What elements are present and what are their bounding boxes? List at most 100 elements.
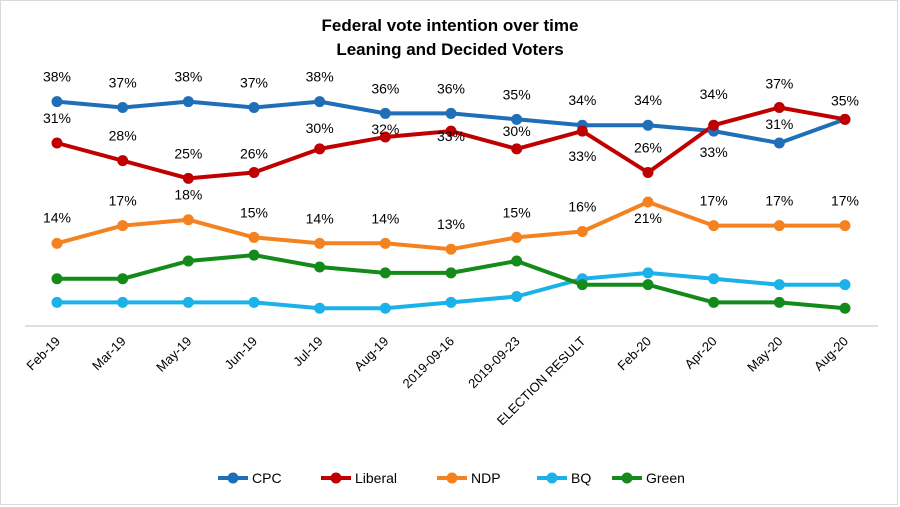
- legend-marker-bq: [546, 472, 558, 484]
- data-label-cpc: 36%: [437, 80, 465, 96]
- data-point-cpc: [248, 102, 260, 114]
- legend-marker-ndp: [446, 472, 458, 484]
- data-label-liberal: 31%: [43, 110, 71, 126]
- data-label-ndp: 16%: [568, 199, 596, 215]
- legend: CPC Liberal NDP BQ Green: [218, 470, 685, 486]
- data-point-cpc: [51, 96, 63, 108]
- chart-subtitle: Leaning and Decided Voters: [336, 40, 564, 59]
- data-point-ndp: [248, 231, 260, 243]
- data-point-cpc: [314, 96, 326, 108]
- legend-label-green: Green: [646, 470, 685, 486]
- data-label-cpc: 31%: [765, 116, 793, 132]
- data-label-cpc: 37%: [240, 75, 268, 91]
- legend-marker-cpc: [227, 472, 239, 484]
- x-tick-label: May-19: [153, 334, 194, 375]
- data-label-cpc: 34%: [568, 92, 596, 108]
- data-point-ndp: [708, 220, 720, 232]
- x-tick-label: 2019-09-16: [399, 334, 457, 392]
- data-point-bq: [773, 279, 785, 291]
- data-point-ndp: [182, 214, 194, 226]
- data-label-liberal: 30%: [306, 120, 334, 136]
- data-point-liberal: [708, 119, 720, 131]
- chart-title-block: Federal vote intention over time Leaning…: [0, 14, 900, 62]
- data-point-green: [773, 296, 785, 308]
- data-point-cpc: [117, 102, 129, 114]
- data-point-ndp: [511, 231, 523, 243]
- data-point-green: [248, 249, 260, 261]
- data-point-cpc: [642, 119, 654, 131]
- data-label-cpc: 38%: [43, 69, 71, 85]
- x-tick-label: Aug-20: [811, 334, 851, 374]
- data-point-green: [445, 267, 457, 279]
- data-label-ndp: 17%: [109, 193, 137, 209]
- data-point-liberal: [839, 113, 851, 125]
- series-markers: [51, 96, 851, 314]
- data-label-ndp: 13%: [437, 216, 465, 232]
- data-point-ndp: [379, 237, 391, 249]
- data-point-liberal: [642, 166, 654, 178]
- data-label-ndp: 17%: [700, 193, 728, 209]
- data-point-liberal: [182, 172, 194, 184]
- data-label-cpc: 34%: [634, 92, 662, 108]
- data-point-bq: [248, 296, 260, 308]
- data-label-liberal: 34%: [700, 86, 728, 102]
- data-point-ndp: [576, 226, 588, 238]
- x-tick-label: May-20: [744, 334, 785, 375]
- x-tick-label: Feb-19: [23, 334, 63, 374]
- data-point-ndp: [314, 237, 326, 249]
- data-point-green: [708, 296, 720, 308]
- x-tick-label: Jun-19: [221, 334, 260, 373]
- data-point-liberal: [51, 137, 63, 149]
- data-point-liberal: [576, 125, 588, 137]
- data-label-liberal: 35%: [831, 92, 859, 108]
- data-point-green: [51, 273, 63, 285]
- data-label-ndp: 18%: [174, 187, 202, 203]
- x-tick-label: Aug-19: [351, 334, 391, 374]
- data-point-green: [839, 302, 851, 314]
- legend-label-liberal: Liberal: [355, 470, 397, 486]
- data-label-cpc: 36%: [371, 80, 399, 96]
- x-tick-label: 2019-09-23: [465, 334, 523, 392]
- data-point-green: [511, 255, 523, 267]
- data-label-cpc: 37%: [109, 75, 137, 91]
- x-axis-ticks: Feb-19 Mar-19 May-19 Jun-19 Jul-19 Aug-19 2019…: [23, 333, 851, 428]
- data-label-liberal: 26%: [240, 145, 268, 161]
- data-point-liberal: [248, 166, 260, 178]
- data-label-liberal: 37%: [765, 76, 793, 92]
- data-label-cpc: 35%: [503, 86, 531, 102]
- data-point-bq: [445, 296, 457, 308]
- data-point-bq: [642, 267, 654, 279]
- data-point-ndp: [773, 220, 785, 232]
- data-labels: 38% 37% 38% 37% 38% 36% 36% 35% 34% 34% 33% 31% 31% 2…: [43, 69, 859, 233]
- data-point-green: [576, 279, 588, 291]
- data-label-ndp: 17%: [831, 193, 859, 209]
- data-point-ndp: [117, 220, 129, 232]
- data-point-liberal: [511, 143, 523, 155]
- data-label-ndp: 14%: [371, 210, 399, 226]
- data-point-liberal: [773, 102, 785, 114]
- data-label-liberal: 32%: [371, 121, 399, 137]
- data-label-cpc: 38%: [174, 69, 202, 85]
- data-point-green: [117, 273, 129, 285]
- data-label-cpc: 38%: [306, 69, 334, 85]
- data-point-ndp: [51, 237, 63, 249]
- legend-marker-liberal: [330, 472, 342, 484]
- data-point-bq: [117, 296, 129, 308]
- data-point-bq: [182, 296, 194, 308]
- data-point-bq: [511, 290, 523, 302]
- data-point-cpc: [379, 107, 391, 119]
- data-point-bq: [51, 296, 63, 308]
- data-point-cpc: [182, 96, 194, 108]
- chart-title: Federal vote intention over time: [321, 16, 579, 35]
- data-label-liberal: 33%: [568, 148, 596, 164]
- data-point-ndp: [839, 220, 851, 232]
- data-point-bq: [379, 302, 391, 314]
- data-point-bq: [708, 273, 720, 285]
- data-point-bq: [839, 279, 851, 291]
- data-point-ndp: [445, 243, 457, 255]
- data-label-liberal: 25%: [174, 145, 202, 161]
- data-label-liberal: 33%: [437, 128, 465, 144]
- data-label-ndp: 14%: [43, 209, 71, 225]
- legend-marker-green: [621, 472, 633, 484]
